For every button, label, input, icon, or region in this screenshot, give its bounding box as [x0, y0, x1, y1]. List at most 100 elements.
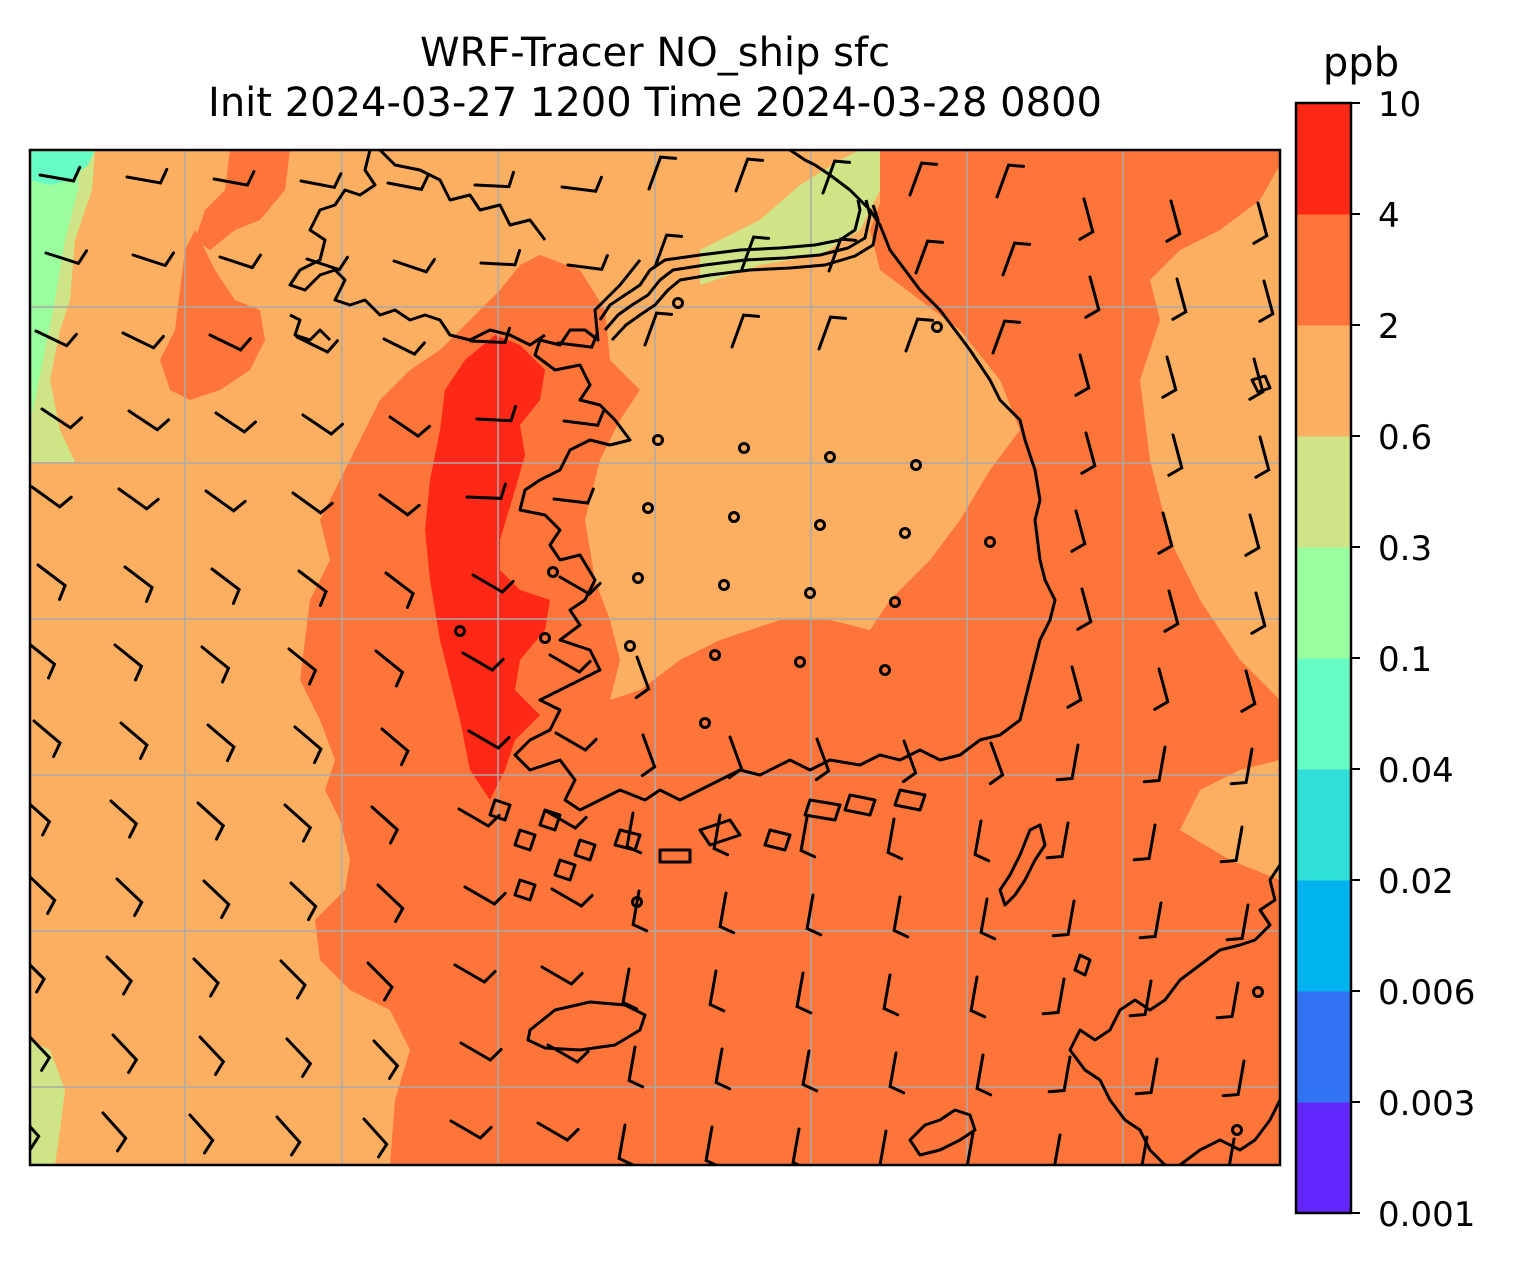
wind-barb [115, 877, 144, 917]
wind-calm-circle [824, 451, 836, 463]
wind-barb [995, 163, 1026, 199]
wind-barb [392, 257, 436, 274]
colorbar-tick-label: 0.003 [1378, 1084, 1475, 1124]
wind-barb [376, 883, 405, 924]
wind-barb [210, 567, 241, 605]
wind-barb [198, 1035, 226, 1076]
colorbar-segment [1296, 991, 1351, 1103]
wind-barb [882, 973, 900, 1017]
wind-barb [1001, 241, 1032, 277]
colorbar-segment [1296, 658, 1351, 770]
colorbar-tick-label: 0.001 [1378, 1195, 1475, 1235]
wind-barb [206, 723, 236, 763]
wind-barb [627, 1045, 645, 1089]
wind-barb [799, 815, 817, 859]
wind-barb [109, 799, 139, 839]
wind-barb [1258, 279, 1275, 323]
wind-calm-circle [931, 321, 943, 333]
chart-title-line2: Init 2024-03-27 1200 Time 2024-03-28 080… [208, 80, 1102, 126]
wind-barb [30, 642, 57, 680]
colorbar-tick-label: 0.3 [1378, 529, 1432, 569]
colorbar-tick-label: 0.04 [1378, 751, 1454, 791]
coastlines [288, 150, 1280, 1165]
wind-barb [380, 727, 410, 767]
wind-barb [892, 895, 910, 939]
wind-barb [105, 955, 133, 996]
wind-calm-circle [709, 649, 721, 661]
wind-barb [1221, 1059, 1246, 1098]
wind-barb [123, 565, 154, 603]
wind-barb [30, 875, 57, 915]
wind-barb [1142, 745, 1167, 784]
coastline-korea-west [513, 150, 1057, 812]
wind-barb [374, 649, 405, 688]
wind-barb [554, 731, 598, 752]
colorbar-tick-label: 0.006 [1378, 973, 1475, 1013]
wind-barb [914, 239, 945, 275]
coastline-china-northwest [288, 150, 546, 347]
wind-barb [287, 647, 318, 686]
colorbar-segment [1296, 547, 1351, 659]
wind-barb [214, 411, 257, 434]
wind-barb [1076, 587, 1093, 631]
wind-barb [449, 1119, 493, 1140]
wind-calm-circle [794, 656, 806, 668]
wind-barb [457, 807, 501, 828]
wind-barb [38, 165, 82, 183]
wind-barb [382, 337, 426, 356]
colorbar-tick-label: 0.02 [1378, 862, 1454, 902]
wind-barb [548, 653, 592, 674]
wind-barb [969, 975, 987, 1019]
wind-barb [1078, 197, 1095, 241]
wind-barb [1165, 199, 1182, 243]
wind-calm-circle [738, 442, 750, 454]
wind-barb [475, 404, 518, 423]
border-north-3 [610, 204, 880, 342]
wind-barb [801, 1049, 819, 1093]
wind-barb [1080, 431, 1097, 475]
wind-barb [279, 959, 307, 1000]
wind-barb [471, 573, 515, 594]
colorbar-tick-label: 0.6 [1378, 418, 1432, 458]
wind-barb [991, 319, 1022, 355]
wind-barb [814, 737, 831, 782]
wind-barb [204, 489, 247, 513]
wind-barb [1047, 1055, 1072, 1094]
wind-barb [634, 655, 651, 700]
wind-barb [621, 967, 639, 1011]
coastline-islands-south [488, 788, 927, 902]
coastline-jeju [526, 1000, 647, 1052]
wind-barb [643, 311, 674, 347]
wind-barb [461, 651, 505, 672]
wind-barb [1161, 355, 1178, 399]
wind-calm-circle [624, 640, 636, 652]
wind-barb [127, 409, 171, 432]
wind-barb [727, 735, 744, 780]
wind-barb [653, 233, 684, 269]
wind-barb [712, 813, 730, 857]
wind-barb [1128, 979, 1153, 1018]
wind-barb [714, 1047, 732, 1091]
wind-barb [289, 881, 318, 922]
wind-calm-circle [1252, 986, 1264, 998]
colorbar-unit-label: ppb [1322, 40, 1400, 86]
coastline-island-east [1250, 374, 1272, 394]
wind-barb [1138, 901, 1163, 940]
wind-barb [558, 575, 602, 596]
wind-barb [1167, 433, 1184, 477]
wind-calm-markers [454, 297, 1264, 1136]
wind-barb [1227, 1137, 1236, 1165]
coastline-korea-east-small [1073, 953, 1092, 977]
wind-barb [560, 175, 603, 193]
wind-barb [1252, 201, 1269, 245]
wind-barb [1084, 275, 1101, 319]
wind-barb [200, 645, 231, 684]
wind-calm-circle [1231, 1124, 1243, 1136]
wind-barb [908, 161, 939, 197]
wind-barb [378, 493, 421, 517]
wind-barb [463, 885, 507, 906]
wind-calm-circle [547, 566, 559, 578]
wind-barb [30, 962, 46, 994]
wind-barb [552, 487, 595, 505]
wind-barb [469, 326, 511, 345]
